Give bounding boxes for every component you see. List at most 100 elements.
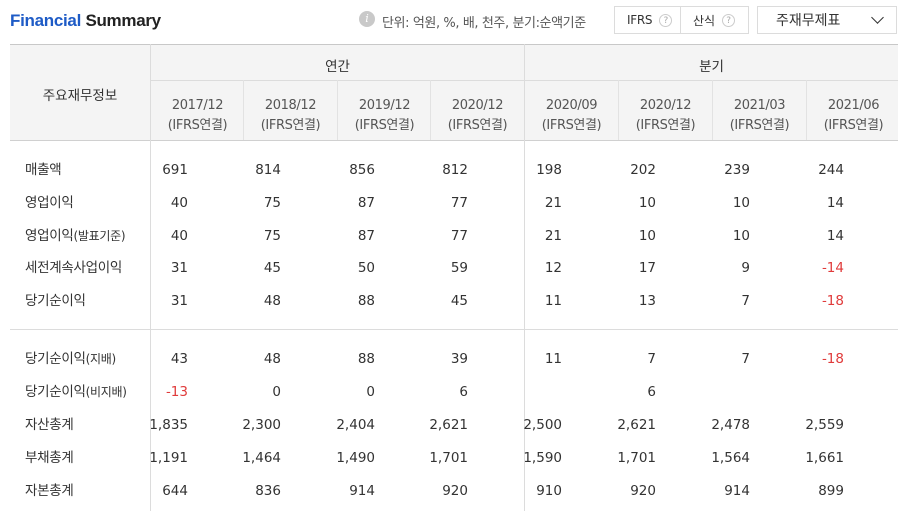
column-basis: (IFRS연결) xyxy=(447,118,508,133)
table-cell: 88 xyxy=(357,293,375,309)
table-cell: -18 xyxy=(821,293,844,309)
column-date: 2019/12 xyxy=(358,98,411,113)
column-date: 2017/12 xyxy=(171,98,224,113)
table-cell: 691 xyxy=(162,162,188,178)
table-cell: 7 xyxy=(741,351,750,367)
statement-select[interactable]: 주재무제표 xyxy=(757,6,897,34)
column-date: 2020/12 xyxy=(451,98,504,113)
col-divider xyxy=(243,80,244,140)
column-basis: (IFRS연결) xyxy=(260,118,321,133)
table-cell: 10 xyxy=(732,195,750,211)
column-basis: (IFRS연결) xyxy=(823,118,884,133)
row-label-text: 당기순이익 xyxy=(25,293,86,309)
column-header: 2020/09 (IFRS연결) xyxy=(525,96,618,136)
col-divider xyxy=(712,80,713,140)
ifrs-help-icon[interactable]: ? xyxy=(659,13,673,27)
table-row: 영업이익 40 75 87 77 21 10 10 14 xyxy=(10,187,898,220)
table-cell: 814 xyxy=(255,162,281,178)
table-cell: 198 xyxy=(536,162,562,178)
ifrs-label: IFRS xyxy=(627,13,653,27)
table-cell: 43 xyxy=(170,351,188,367)
row-label: 영업이익(발표기준) xyxy=(25,220,126,253)
formula-button[interactable]: 산식 ? xyxy=(680,6,749,34)
table-cell: 87 xyxy=(357,195,375,211)
col-divider xyxy=(806,80,807,140)
group-annual-label: 연간 xyxy=(325,59,350,75)
table-cell: 9 xyxy=(741,260,750,276)
group-quarter-label: 분기 xyxy=(699,59,724,75)
table-cell: 45 xyxy=(263,260,281,276)
table-cell: 31 xyxy=(170,293,188,309)
row-label: 세전계속사업이익 xyxy=(25,252,122,285)
table-cell: 202 xyxy=(630,162,656,178)
row-label: 매출액 xyxy=(25,154,62,187)
summary-header: Financial Summary i 단위: 억원, %, 배, 천주, 분기… xyxy=(0,0,912,44)
col-divider xyxy=(430,80,431,140)
table-cell: 812 xyxy=(442,162,468,178)
table-cell: 644 xyxy=(162,483,188,499)
unit-text: 단위: 억원, %, 배, 천주, 분기:순액기준 xyxy=(382,16,586,31)
page-title: Financial Summary xyxy=(10,11,161,31)
row-label: 영업이익 xyxy=(25,187,74,220)
row-header-label: 주요재무정보 xyxy=(42,88,118,104)
row-label-text: 당기순이익 xyxy=(25,384,86,400)
col-divider xyxy=(337,80,338,140)
table-cell: 7 xyxy=(647,351,656,367)
table-cell: 77 xyxy=(450,195,468,211)
table-cell: 920 xyxy=(630,483,656,499)
table-cell: 17 xyxy=(638,260,656,276)
table-cell: 87 xyxy=(357,228,375,244)
table-cell: 39 xyxy=(450,351,468,367)
table-cell: 40 xyxy=(170,195,188,211)
table-top-border xyxy=(10,44,898,45)
row-label-text: 부채총계 xyxy=(25,450,74,466)
table-cell: 1,464 xyxy=(242,450,281,466)
table-cell: 59 xyxy=(450,260,468,276)
column-date: 2021/06 xyxy=(827,98,880,113)
table-cell: 50 xyxy=(357,260,375,276)
table-cell: 31 xyxy=(170,260,188,276)
table-cell: 13 xyxy=(638,293,656,309)
table-cell: 0 xyxy=(366,384,375,400)
ifrs-button[interactable]: IFRS ? xyxy=(614,6,681,34)
table-cell: 7 xyxy=(741,293,750,309)
row-label: 자본총계 xyxy=(25,475,74,508)
column-date: 2018/12 xyxy=(264,98,317,113)
table-cell: 910 xyxy=(536,483,562,499)
table-cell: 10 xyxy=(732,228,750,244)
table-cell: 0 xyxy=(272,384,281,400)
column-header: 2021/03 (IFRS연결) xyxy=(713,96,806,136)
table-cell: 2,478 xyxy=(711,417,750,433)
row-label: 당기순이익(지배) xyxy=(25,343,116,376)
table-cell: 10 xyxy=(638,195,656,211)
table-cell: 88 xyxy=(357,351,375,367)
row-label-text: 자본총계 xyxy=(25,483,74,499)
formula-help-icon[interactable]: ? xyxy=(722,13,736,27)
table-row: 자산총계 1,835 2,300 2,404 2,621 2,500 2,621 2,478 2… xyxy=(10,409,898,442)
table-row: 영업이익(발표기준) 40 75 87 77 21 10 10 14 xyxy=(10,220,898,253)
table-cell: 12 xyxy=(544,260,562,276)
col-divider xyxy=(618,80,619,140)
title-summary: Summary xyxy=(85,11,161,30)
row-label-sub: (비지배) xyxy=(85,385,127,399)
table-cell: 10 xyxy=(638,228,656,244)
table-cell: 2,300 xyxy=(242,417,281,433)
table-row: 매출액 691 814 856 812 198 202 239 244 xyxy=(10,154,898,187)
table-cell: 2,559 xyxy=(805,417,844,433)
table-cell: 836 xyxy=(255,483,281,499)
row-label: 부채총계 xyxy=(25,442,74,475)
table-cell: 1,835 xyxy=(149,417,188,433)
column-header: 2018/12 (IFRS연결) xyxy=(244,96,337,136)
table-cell: 77 xyxy=(450,228,468,244)
table-cell: 75 xyxy=(263,195,281,211)
row-label-text: 자산총계 xyxy=(25,417,74,433)
column-header: 2020/12 (IFRS연결) xyxy=(431,96,524,136)
table-row: 당기순이익(비지배) -13 0 0 6 6 xyxy=(10,376,898,409)
table-cell: 14 xyxy=(826,228,844,244)
table-cell: 920 xyxy=(442,483,468,499)
table-cell: 40 xyxy=(170,228,188,244)
section-divider xyxy=(10,329,898,330)
table-cell: 6 xyxy=(459,384,468,400)
column-header: 2017/12 (IFRS연결) xyxy=(151,96,244,136)
chevron-down-icon xyxy=(871,11,884,24)
